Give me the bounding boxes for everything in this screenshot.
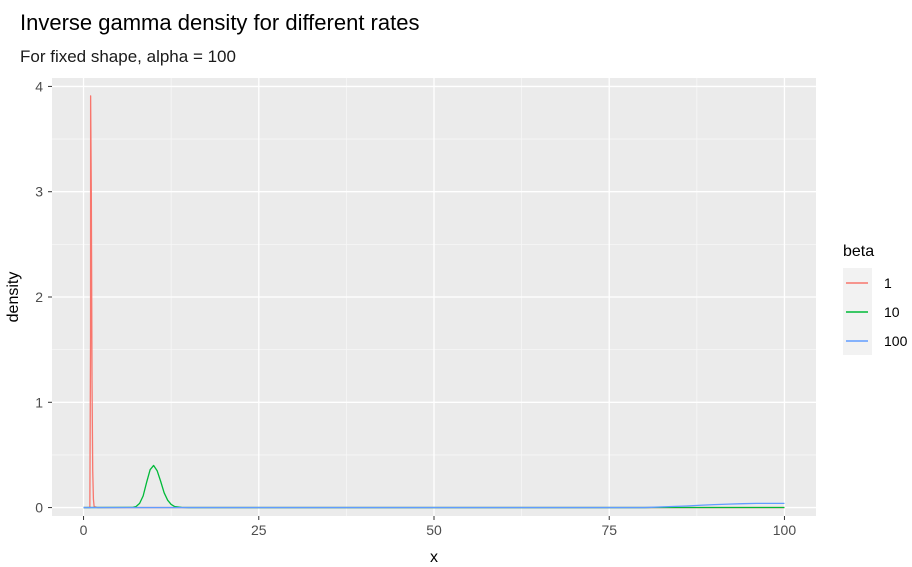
x-tick-label: 50 [426,522,442,538]
legend-label-100: 100 [884,333,908,349]
y-tick-label: 3 [35,184,43,200]
y-axis: 0 1 2 3 4 [35,78,52,516]
x-axis-title: x [430,549,438,566]
x-tick-label: 75 [601,522,617,538]
x-tick-label: 25 [251,522,267,538]
y-tick-label: 1 [35,394,43,410]
y-axis-title: density [5,272,22,323]
y-tick-label: 4 [35,78,43,94]
legend: beta 1 10 100 [843,243,908,355]
x-tick-label: 0 [80,522,88,538]
chart-title: Inverse gamma density for different rate… [20,10,420,35]
legend-title: beta [843,243,874,260]
series-layer [83,95,785,509]
y-tick-label: 2 [35,289,43,305]
series-line-100 [83,502,785,509]
legend-label-1: 1 [884,275,892,291]
chart-subtitle: For fixed shape, alpha = 100 [20,47,236,66]
x-axis: 0 25 50 75 100 [80,516,797,538]
x-tick-label: 100 [773,522,797,538]
legend-label-10: 10 [884,304,900,320]
y-tick-label: 0 [35,500,43,516]
